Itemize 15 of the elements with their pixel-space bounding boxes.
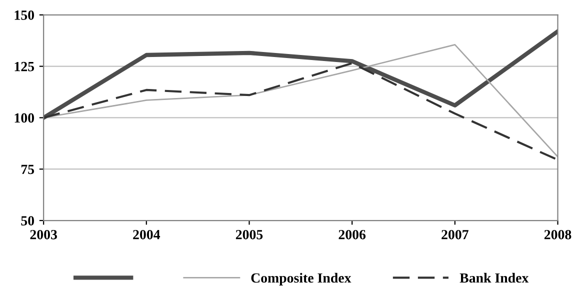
y-tick-label: 75	[21, 164, 34, 174]
x-tick-label: 2006	[338, 230, 366, 240]
x-tick-label: 2004	[133, 230, 160, 240]
x-tick-label: 2003	[30, 230, 57, 240]
x-tick-label: 2005	[236, 230, 263, 240]
y-tick-label: 50	[21, 216, 34, 226]
line-series	[44, 29, 558, 120]
x-tick-label: 2007	[442, 230, 468, 240]
legend-label: Bank Index	[460, 272, 529, 283]
y-tick-label: 125	[14, 62, 34, 72]
line-series	[44, 62, 558, 161]
legend-label: Composite Index	[251, 272, 352, 286]
x-tick-label: 2008	[544, 230, 572, 240]
y-tick-label: 100	[14, 113, 34, 123]
y-tick-label: 150	[14, 10, 34, 20]
